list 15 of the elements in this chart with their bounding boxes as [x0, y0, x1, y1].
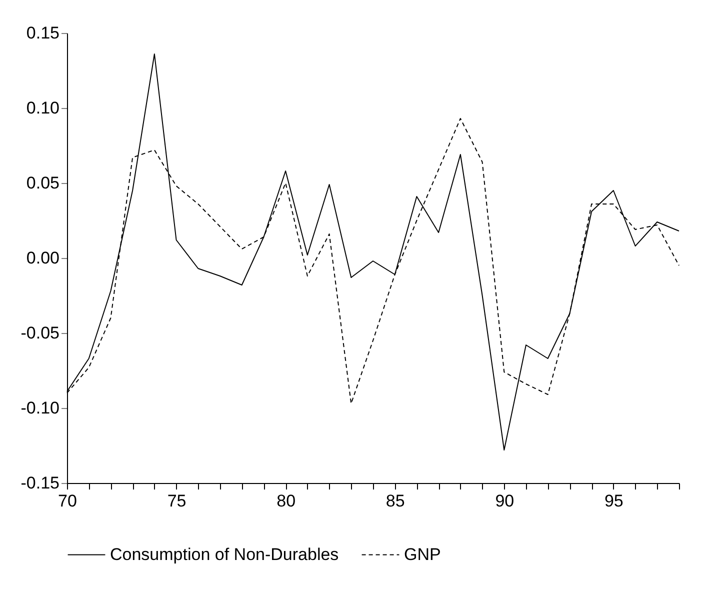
legend-label: GNP — [404, 544, 441, 564]
y-tick-label: 0.15 — [26, 24, 60, 42]
x-tick-label: 70 — [58, 492, 77, 510]
x-tick-label: 80 — [276, 492, 296, 510]
x-tick-label: 85 — [386, 492, 405, 510]
y-tick-label: -0.10 — [20, 398, 60, 418]
y-tick-label: 0.05 — [26, 174, 60, 192]
x-tick-label: 95 — [604, 492, 624, 510]
y-tick-label: -0.15 — [20, 474, 60, 492]
y-tick-label: 0.10 — [26, 98, 60, 118]
x-tick-label: 75 — [167, 492, 186, 510]
x-tick-label: 90 — [495, 492, 514, 510]
legend-label: Consumption of Non-Durables — [110, 544, 339, 564]
y-tick-label: 0.00 — [26, 248, 60, 268]
y-tick-label: -0.05 — [20, 324, 60, 342]
